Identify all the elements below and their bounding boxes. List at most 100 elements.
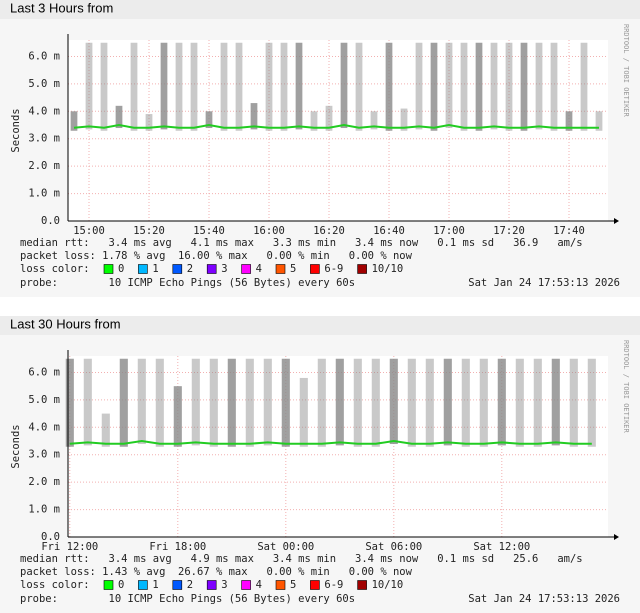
- timestamp: Sat Jan 24 17:53:13 2026: [468, 593, 620, 605]
- loss-swatch-label: 10/10: [372, 263, 404, 275]
- smoke-band: [265, 42, 273, 131]
- smoke-band: [250, 103, 258, 130]
- smoke-band: [173, 386, 182, 447]
- smoke-band: [160, 42, 168, 130]
- loss-label: loss color:: [20, 579, 90, 591]
- smoke-band: [119, 358, 128, 447]
- smoke-band: [385, 42, 393, 131]
- y-tick-label: 1.0 m: [28, 504, 60, 516]
- smoke-band: [475, 42, 483, 131]
- smoke-band: [520, 42, 528, 131]
- smoke-band: [155, 358, 164, 447]
- loss-swatch-label: 6-9: [324, 263, 343, 275]
- smoke-band: [389, 358, 398, 445]
- smoke-band: [353, 358, 362, 447]
- smoke-band: [205, 111, 213, 129]
- chart-panel: Last 3 Hours from 0.0 1.0 m 2.0 m 3.0 m 4.0 m…: [0, 0, 640, 297]
- panel-title: Last 30 Hours from: [10, 316, 121, 331]
- smoke-band: [340, 42, 348, 129]
- loss-swatch-label: 0: [118, 579, 124, 591]
- smoke-band: [190, 42, 198, 131]
- smoke-band: [137, 358, 146, 445]
- smoke-band: [533, 358, 542, 447]
- smoke-band: [115, 105, 123, 129]
- smoke-band: [220, 42, 228, 131]
- loss-swatch: [172, 580, 183, 590]
- loss-swatch: [138, 580, 148, 590]
- x-tick-label: Fri 18:00: [149, 541, 206, 553]
- x-tick-label: Sat 00:00: [257, 541, 314, 553]
- timestamp: Sat Jan 24 17:53:13 2026: [468, 277, 620, 289]
- x-axis-arrow: [614, 218, 619, 224]
- x-axis-arrow: [614, 534, 619, 540]
- smoke-band: [85, 42, 93, 130]
- y-tick-label: 5.0 m: [28, 394, 60, 406]
- smoke-band: [299, 377, 308, 447]
- probe-info: probe: 10 ICMP Echo Pings (56 Bytes) eve…: [20, 277, 355, 289]
- smoke-band: [371, 358, 380, 447]
- x-tick-label: Sat 06:00: [365, 541, 422, 553]
- loss-swatch-label: 3: [221, 579, 227, 591]
- smoke-band: [83, 358, 92, 446]
- loss-swatch: [357, 264, 367, 274]
- smoke-band: [569, 358, 578, 447]
- smoke-band: [407, 358, 416, 447]
- smoke-band: [479, 358, 488, 447]
- smoke-band: [595, 111, 603, 131]
- x-tick-label: 17:20: [493, 225, 525, 237]
- smoke-band: [130, 42, 138, 131]
- y-tick-label: 0.0: [41, 531, 60, 543]
- loss-swatch: [206, 580, 217, 590]
- x-tick-label: 17:40: [553, 225, 585, 237]
- x-tick-label: Sat 12:00: [473, 541, 530, 553]
- smoke-band: [551, 358, 560, 446]
- loss-swatch-label: 0: [118, 263, 124, 275]
- smoke-band: [263, 358, 272, 446]
- y-tick-label: 3.0 m: [28, 133, 60, 145]
- smoke-band: [355, 42, 363, 131]
- median-line: [69, 440, 592, 445]
- loss-swatch-label: 5: [290, 579, 296, 591]
- x-tick-label: 15:40: [193, 225, 225, 237]
- smoke-band: [317, 358, 326, 447]
- smoke-band: [461, 358, 470, 447]
- y-tick-label: 4.0 m: [28, 105, 60, 117]
- loss-swatch: [206, 264, 217, 274]
- y-axis-label: Seconds: [10, 108, 22, 152]
- chart-panel: Last 30 Hours from 0.0 1.0 m 2.0 m 3.0 m 4.0 …: [0, 316, 640, 613]
- loss-swatch: [275, 264, 286, 274]
- loss-swatch-label: 4: [256, 263, 262, 275]
- smoke-band: [245, 358, 254, 447]
- smoke-band: [175, 42, 183, 131]
- stats-row: packet loss: 1.78 % avg 16.00 % max 0.00…: [20, 250, 413, 262]
- smoke-band: [415, 42, 423, 130]
- loss-swatch-label: 2: [187, 263, 193, 275]
- smoke-band: [430, 42, 438, 131]
- smoke-band: [460, 42, 468, 131]
- y-tick-label: 0.0: [41, 215, 60, 227]
- probe-info: probe: 10 ICMP Echo Pings (56 Bytes) eve…: [20, 593, 355, 605]
- smoke-band: [100, 42, 108, 131]
- smoke-band: [490, 42, 498, 130]
- loss-swatch-label: 6-9: [324, 579, 343, 591]
- loss-swatch: [310, 580, 320, 590]
- smoke-band: [235, 42, 243, 131]
- loss-swatch: [310, 264, 320, 274]
- smoke-band: [443, 358, 452, 446]
- smoke-band: [370, 111, 378, 130]
- smoke-band: [227, 358, 236, 447]
- y-tick-label: 5.0 m: [28, 78, 60, 90]
- smoke-band: [209, 358, 218, 447]
- smoke-band: [445, 42, 453, 129]
- x-tick-label: 16:00: [253, 225, 285, 237]
- smoke-band: [325, 105, 333, 131]
- smoke-band: [310, 111, 318, 131]
- smoke-band: [497, 358, 506, 446]
- loss-swatch: [357, 580, 367, 590]
- loss-swatch: [138, 264, 148, 274]
- smoke-band: [515, 358, 524, 447]
- y-tick-label: 4.0 m: [28, 421, 60, 433]
- x-tick-label: 15:00: [73, 225, 105, 237]
- y-tick-label: 6.0 m: [28, 366, 60, 378]
